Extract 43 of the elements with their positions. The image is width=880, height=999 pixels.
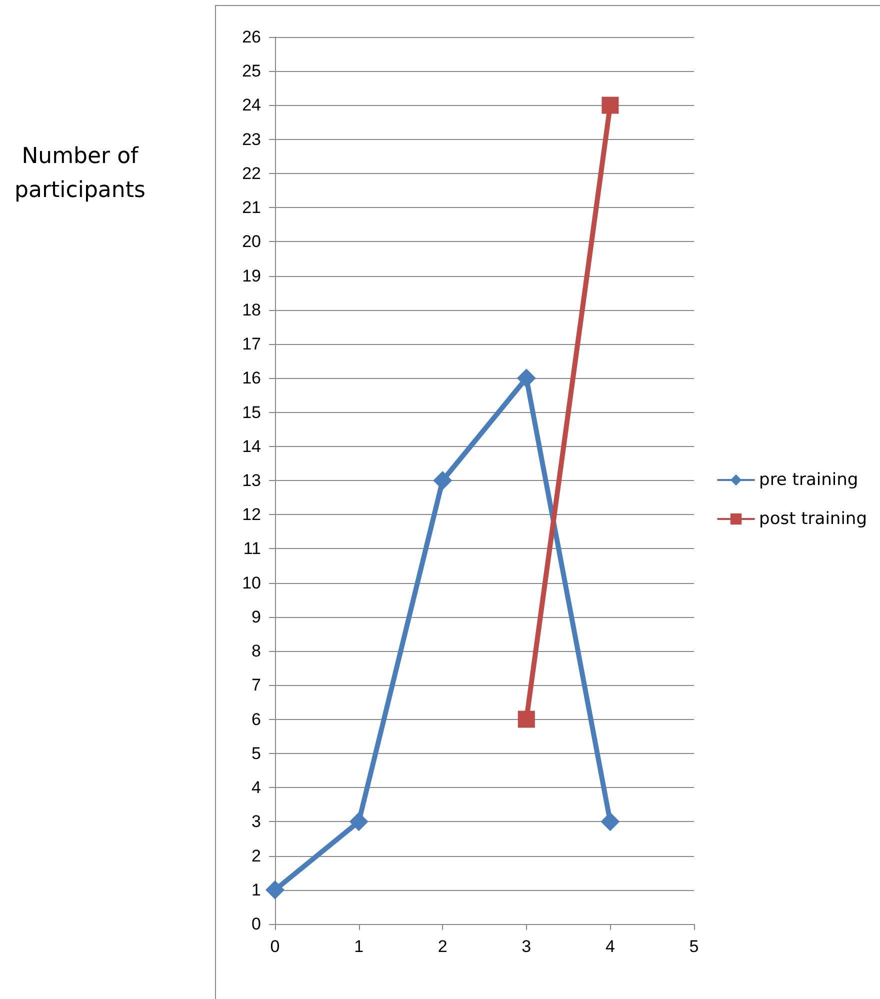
y-tick-label: 11	[243, 539, 261, 558]
point	[516, 368, 536, 388]
point	[600, 812, 620, 832]
x-tick-label: 0	[270, 937, 280, 956]
y-tick-label: 6	[252, 710, 261, 729]
legend-label: post training	[759, 509, 868, 529]
y-tick-label: 21	[242, 198, 261, 218]
y-tick-label: 20	[242, 232, 261, 252]
y-tick-label: 18	[242, 300, 261, 320]
y-tick-label: 24	[242, 96, 261, 115]
y-tick-label: 15	[242, 402, 261, 422]
point	[602, 96, 619, 114]
x-tick-label: 4	[605, 937, 615, 956]
y-tick-label: 3	[252, 812, 261, 832]
y-tick-label: 5	[252, 744, 261, 763]
y-tick-label: 17	[242, 334, 261, 354]
x-tick-label: 5	[689, 937, 699, 956]
y-tick-label: 19	[242, 266, 261, 286]
y-tick-label: 8	[252, 642, 261, 661]
y-tick-label: 4	[252, 778, 261, 798]
y-tick-label: 14	[242, 436, 261, 456]
y-axis-title: Number of participants	[14, 143, 146, 205]
x-tick-label: 1	[354, 937, 364, 956]
x-tick-label: 3	[522, 937, 532, 956]
y-tick-label: 16	[242, 368, 261, 388]
y-tick-label: 9	[252, 607, 261, 626]
point	[266, 880, 284, 900]
y-tick-label: 23	[242, 130, 261, 149]
point	[433, 471, 452, 490]
y-tick-label: 12	[242, 505, 261, 524]
y-tick-label: 1	[252, 880, 261, 900]
y-tick-label: 13	[242, 471, 261, 490]
legend-label: pre training	[759, 470, 858, 490]
y-tick-label: 2	[252, 846, 261, 866]
y-tick-label: 10	[242, 573, 261, 592]
y-tick-label: 7	[252, 676, 261, 695]
y-tick-label: 0	[252, 914, 261, 934]
y-tick-label: 25	[242, 62, 261, 81]
point	[349, 812, 368, 832]
x-tick-label: 2	[438, 937, 448, 956]
y-tick-label: 22	[242, 164, 261, 183]
point	[518, 710, 535, 728]
y-tick-label: 26	[242, 28, 261, 46]
